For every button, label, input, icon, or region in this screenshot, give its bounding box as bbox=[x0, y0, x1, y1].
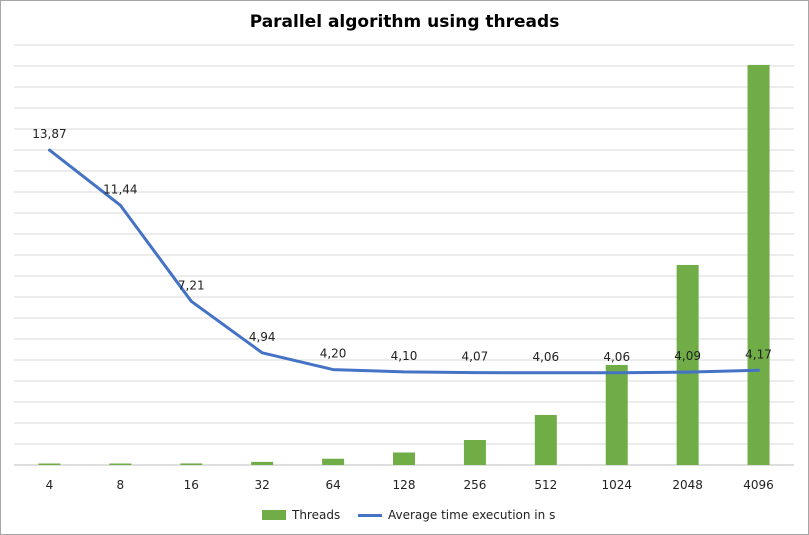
bar-64 bbox=[322, 458, 345, 465]
data-label-16: 7,21 bbox=[178, 278, 205, 292]
x-tick-label-4096: 4096 bbox=[743, 478, 774, 492]
bar-32 bbox=[251, 461, 274, 465]
data-labels: 13,87 11,44 7,21 4,94 4,20 4,10 4,07 4,06 4,06 4,… bbox=[32, 127, 772, 364]
bar-512 bbox=[534, 414, 557, 465]
legend-swatch-average-time bbox=[358, 514, 382, 517]
legend-label-average-time: Average time execution in s bbox=[388, 508, 556, 522]
x-tick-label-1024: 1024 bbox=[601, 478, 632, 492]
chart-title: Parallel algorithm using threads bbox=[249, 12, 560, 32]
bar-16 bbox=[180, 463, 203, 465]
x-tick-label-4: 4 bbox=[46, 478, 54, 492]
data-label-32: 4,94 bbox=[249, 330, 276, 344]
x-tick-label-256: 256 bbox=[463, 478, 486, 492]
line-series-average-time bbox=[48, 148, 760, 375]
data-label-4: 13,87 bbox=[32, 127, 66, 141]
bar-4 bbox=[38, 463, 61, 465]
gridlines bbox=[14, 44, 794, 466]
data-label-4096: 4,17 bbox=[745, 347, 772, 361]
x-tick-label-512: 512 bbox=[534, 478, 557, 492]
bar-4096 bbox=[747, 64, 770, 465]
x-tick-label-16: 16 bbox=[184, 478, 199, 492]
x-tick-label-64: 64 bbox=[325, 478, 340, 492]
bar-128 bbox=[393, 452, 415, 465]
bar-series-threads bbox=[38, 64, 770, 465]
x-tick-label-32: 32 bbox=[255, 478, 270, 492]
data-label-512: 4,06 bbox=[532, 350, 559, 364]
bar-256 bbox=[463, 439, 486, 465]
x-tick-label-8: 8 bbox=[117, 478, 125, 492]
legend: Threads Average time execution in s bbox=[0, 506, 809, 524]
data-label-64: 4,20 bbox=[320, 347, 347, 361]
legend-label-threads: Threads bbox=[292, 508, 341, 522]
data-label-2048: 4,09 bbox=[674, 349, 701, 363]
bar-8 bbox=[109, 463, 132, 465]
data-label-8: 11,44 bbox=[103, 182, 137, 196]
data-label-256: 4,07 bbox=[462, 350, 489, 364]
x-axis-tick-labels: 4 8 16 32 64 128 256 512 1024 2048 4096 bbox=[46, 478, 774, 492]
legend-swatch-threads bbox=[262, 510, 286, 520]
line-average-time bbox=[48, 148, 760, 375]
x-tick-label-128: 128 bbox=[393, 478, 416, 492]
x-tick-label-2048: 2048 bbox=[672, 478, 703, 492]
bar-2048 bbox=[676, 264, 699, 465]
data-label-1024: 4,06 bbox=[603, 350, 630, 364]
bar-1024 bbox=[605, 364, 628, 465]
data-label-128: 4,10 bbox=[391, 349, 418, 363]
